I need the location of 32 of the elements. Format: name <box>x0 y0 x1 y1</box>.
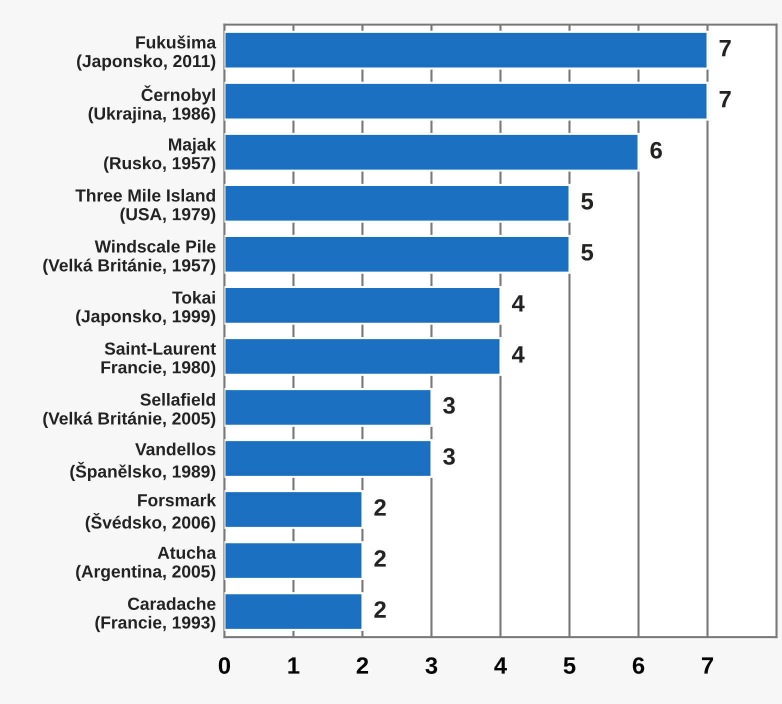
data-label: 7 <box>720 40 731 56</box>
x-tick-label: 2 <box>356 657 368 674</box>
x-tick-label: 1 <box>288 657 300 674</box>
y-tick-label: Sellafield (Velká Británie, 2005) <box>43 392 216 428</box>
data-label: 5 <box>581 244 594 261</box>
y-tick-label: Fukušima (Japonsko, 2011) <box>77 35 216 71</box>
data-label: 2 <box>374 499 386 516</box>
x-tick-label: 3 <box>425 657 438 674</box>
data-label: 2 <box>374 550 386 567</box>
y-tick-label: Tokai (Japonsko, 1999) <box>76 290 216 326</box>
data-label: 4 <box>512 295 525 312</box>
y-tick-label: Three Mile Island (USA, 1979) <box>75 188 216 224</box>
data-label: 3 <box>443 448 455 465</box>
y-tick-label: Vandellos (Španělsko, 1989) <box>70 442 216 482</box>
y-tick-label: Majak (Rusko, 1957) <box>104 138 216 173</box>
y-tick-label: Windscale Pile (Velká Británie, 1957) <box>43 240 216 275</box>
x-tick-label: 5 <box>564 657 576 674</box>
data-label: 7 <box>720 91 731 108</box>
y-tick-label: Saint-Laurent Francie, 1980) <box>101 342 216 377</box>
y-tick-label: Černobyl (Ukrajina, 1986) <box>88 85 216 124</box>
data-label: 6 <box>650 142 662 159</box>
y-tick-label: Atucha (Argentina, 2005) <box>76 546 216 582</box>
data-label: 2 <box>374 601 386 618</box>
data-label: 4 <box>512 346 525 363</box>
data-label: 5 <box>581 193 594 210</box>
x-tick-label: 4 <box>494 657 507 674</box>
x-tick-label: 6 <box>632 657 644 674</box>
x-tick-label: 7 <box>702 657 714 674</box>
y-tick-label: Forsmark (Švédsko, 2006) <box>86 494 216 532</box>
data-label: 3 <box>443 397 455 414</box>
y-tick-label: Caradache (Francie, 1993) <box>95 597 216 632</box>
x-tick-label: 0 <box>218 657 230 674</box>
